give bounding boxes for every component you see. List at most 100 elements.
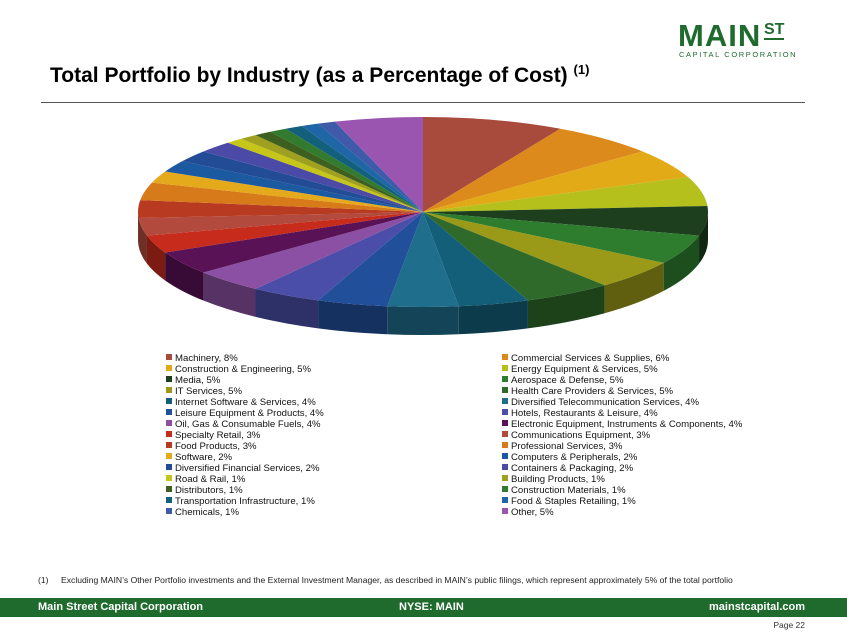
legend-item: Construction & Engineering, 5% (166, 364, 311, 375)
legend-label: Leisure Equipment & Products, 4% (175, 408, 324, 419)
legend-swatch (166, 497, 172, 503)
legend-item: Computers & Peripherals, 2% (502, 452, 637, 463)
pie-side-10 (318, 300, 388, 335)
legend-swatch (502, 387, 508, 393)
legend-label: Professional Services, 3% (511, 441, 623, 452)
legend-swatch (166, 453, 172, 459)
legend-swatch (502, 508, 508, 514)
legend-swatch (502, 398, 508, 404)
pie-slice-18 (151, 171, 423, 212)
pie-slice-10 (318, 212, 423, 307)
pie-side-15 (138, 217, 147, 264)
legend-label: Media, 5% (175, 375, 221, 386)
legend-swatch (166, 398, 172, 404)
legend-label: Hotels, Restaurants & Leisure, 4% (511, 408, 658, 419)
legend-label: Construction Materials, 1% (511, 485, 626, 496)
legend-item: Energy Equipment & Services, 5% (502, 364, 658, 375)
legend-item: Chemicals, 1% (166, 507, 239, 518)
pie-slice-15 (138, 212, 423, 236)
legend-label: Health Care Providers & Services, 5% (511, 386, 674, 397)
legend-item: Oil, Gas & Consumable Fuels, 4% (166, 419, 321, 430)
legend-label: Communications Equipment, 3% (511, 430, 651, 441)
legend-label: Containers & Packaging, 2% (511, 463, 634, 474)
legend-swatch (502, 442, 508, 448)
footer-website[interactable]: mainstcapital.com (709, 601, 805, 613)
legend-label: Food & Staples Retailing, 1% (511, 496, 636, 507)
legend-label: Chemicals, 1% (175, 507, 239, 518)
legend-swatch (166, 354, 172, 360)
pie-slice-21 (203, 142, 423, 212)
pie-slice-23 (241, 135, 423, 212)
pie-side-6 (604, 262, 664, 314)
legend-item: Electronic Equipment, Instruments & Comp… (502, 419, 742, 430)
legend-label: Distributors, 1% (175, 485, 243, 496)
logo-st-text: ST (764, 21, 785, 40)
legend-item: Leisure Equipment & Products, 4% (166, 408, 324, 419)
pie-side-5 (663, 235, 700, 291)
pie-slice-9 (387, 212, 459, 307)
legend-item: Other, 5% (502, 507, 554, 518)
pie-side-4 (699, 212, 708, 264)
legend-label: Diversified Financial Services, 2% (175, 463, 320, 474)
legend-swatch (502, 497, 508, 503)
title-footnote-ref: (1) (573, 62, 590, 77)
pie-side-8 (458, 300, 528, 335)
pie-slice-1 (423, 128, 643, 212)
pie-slice-26 (285, 126, 423, 212)
pie-slice-22 (227, 138, 423, 212)
pie-slice-17 (140, 182, 423, 212)
page-number: Page 22 (773, 620, 805, 630)
pie-slice-27 (301, 123, 423, 212)
pie-slice-4 (423, 206, 708, 236)
legend-label: Road & Rail, 1% (175, 474, 246, 485)
legend-label: Transportation Infrastructure, 1% (175, 496, 315, 507)
legend-label: Oil, Gas & Consumable Fuels, 4% (175, 419, 321, 430)
legend-item: Aerospace & Defense, 5% (502, 375, 624, 386)
slide-title: Total Portfolio by Industry (as a Percen… (50, 62, 590, 88)
legend-item: Building Products, 1% (502, 474, 605, 485)
title-divider (41, 102, 805, 103)
pie-slice-5 (423, 212, 700, 263)
footnote-text: Excluding MAIN’s Other Portfolio investm… (61, 575, 733, 585)
pie-chart (138, 117, 708, 335)
legend-item: Distributors, 1% (166, 485, 243, 496)
pie-slice-0 (423, 117, 561, 212)
legend-item: Construction Materials, 1% (502, 485, 626, 496)
footer-ticker: NYSE: MAIN (399, 601, 464, 613)
legend-swatch (166, 431, 172, 437)
legend-swatch (502, 409, 508, 415)
pie-slice-6 (423, 212, 664, 286)
pie-slice-28 (318, 121, 423, 212)
legend-label: Building Products, 1% (511, 474, 605, 485)
legend-item: IT Services, 5% (166, 386, 242, 397)
pie-side-walls (138, 212, 708, 335)
legend-item: Food & Staples Retailing, 1% (502, 496, 636, 507)
slide-title-text: Total Portfolio by Industry (as a Percen… (50, 64, 568, 87)
legend-swatch (166, 420, 172, 426)
legend-swatch (502, 453, 508, 459)
pie-slice-20 (182, 151, 423, 212)
pie-slice-13 (165, 212, 424, 273)
legend-swatch (502, 464, 508, 470)
legend-swatch (166, 475, 172, 481)
legend-item: Specialty Retail, 3% (166, 430, 260, 441)
legend-label: Software, 2% (175, 452, 233, 463)
pie-side-14 (146, 235, 166, 281)
pie-slice-11 (255, 212, 423, 301)
legend-swatch (502, 420, 508, 426)
pie-slice-16 (138, 200, 423, 218)
pie-slice-14 (146, 212, 423, 253)
legend-label: Construction & Engineering, 5% (175, 364, 311, 375)
footnote-number: (1) (38, 575, 49, 585)
legend-label: Specialty Retail, 3% (175, 430, 261, 441)
legend-item: Food Products, 3% (166, 441, 257, 452)
legend-swatch (166, 464, 172, 470)
legend-item: Diversified Telecommunication Services, … (502, 397, 699, 408)
legend-item: Media, 5% (166, 375, 220, 386)
legend-label: Electronic Equipment, Instruments & Comp… (511, 419, 743, 430)
footer-company: Main Street Capital Corporation (38, 601, 204, 613)
footer-bar: Main Street Capital Corporation NYSE: MA… (0, 598, 847, 617)
legend-item: Internet Software & Services, 4% (166, 397, 316, 408)
legend-label: Food Products, 3% (175, 441, 257, 452)
pie-slice-29 (334, 117, 423, 212)
